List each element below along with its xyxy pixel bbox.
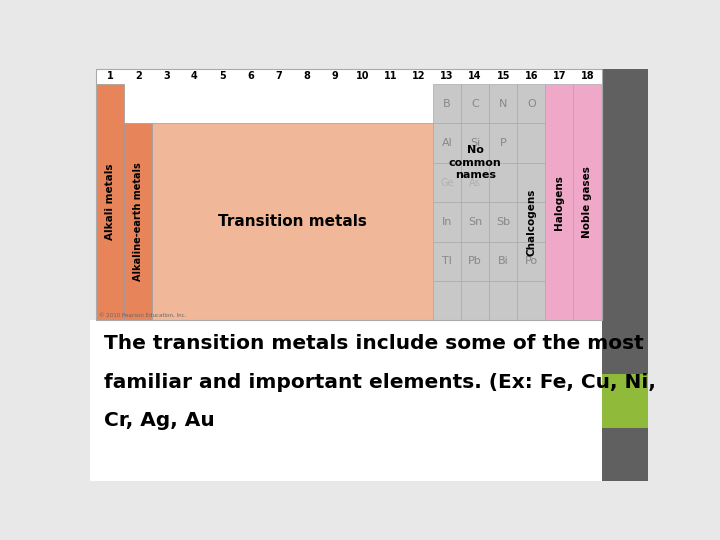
Text: Transition metals: Transition metals [218, 214, 367, 230]
Bar [461, 241, 489, 281]
Text: P: P [500, 138, 507, 148]
Text: 18: 18 [580, 71, 594, 82]
Bar [489, 124, 517, 163]
Bar [517, 281, 545, 320]
Text: As: As [469, 178, 481, 187]
Bar [433, 281, 461, 320]
Bar [489, 281, 517, 320]
Bar [461, 84, 489, 124]
Bar [461, 281, 489, 320]
Text: Noble gases: Noble gases [582, 166, 593, 238]
Text: Ge: Ge [441, 178, 454, 187]
Text: Al: Al [442, 138, 452, 148]
Text: Sb: Sb [496, 217, 510, 227]
Bar [489, 163, 517, 202]
Text: N: N [499, 99, 508, 109]
Text: © 2010 Pearson Education, Inc.: © 2010 Pearson Education, Inc. [99, 312, 186, 318]
Text: 8: 8 [303, 71, 310, 82]
Text: 2: 2 [135, 71, 142, 82]
Text: Cr, Ag, Au: Cr, Ag, Au [104, 411, 215, 430]
Bar [433, 124, 461, 163]
Text: Alkali metals: Alkali metals [105, 164, 115, 240]
Text: O: O [527, 99, 536, 109]
Text: 16: 16 [525, 71, 538, 82]
Text: C: C [472, 99, 479, 109]
Bar [545, 84, 573, 320]
Text: 5: 5 [219, 71, 226, 82]
Bar [433, 163, 461, 202]
Bar [602, 320, 648, 481]
Text: 7: 7 [275, 71, 282, 82]
Bar [433, 241, 461, 281]
Bar [517, 124, 545, 163]
Bar [461, 202, 489, 241]
Text: Sn: Sn [468, 217, 482, 227]
Text: Bi: Bi [498, 256, 508, 266]
Text: 11: 11 [384, 71, 397, 82]
Bar [489, 84, 517, 124]
Text: B: B [444, 99, 451, 109]
Bar [461, 124, 489, 163]
Bar [517, 241, 545, 281]
Text: 4: 4 [191, 71, 198, 82]
Text: Si: Si [470, 138, 480, 148]
Text: Pb: Pb [468, 256, 482, 266]
Text: familiar and important elements. (Ex: Fe, Cu, Ni,: familiar and important elements. (Ex: Fe… [104, 373, 656, 392]
Text: 14: 14 [469, 71, 482, 82]
Bar [489, 202, 517, 241]
Bar [517, 163, 545, 202]
Bar [461, 163, 489, 202]
Bar [433, 84, 461, 124]
Text: Chalcogens: Chalcogens [526, 188, 536, 255]
Text: In: In [442, 217, 452, 227]
Bar [125, 124, 153, 320]
Text: 1: 1 [107, 71, 114, 82]
Text: 6: 6 [247, 71, 254, 82]
Text: The transition metals include some of the most: The transition metals include some of th… [104, 334, 644, 353]
Bar [602, 69, 648, 320]
Bar [90, 320, 602, 481]
Text: 17: 17 [553, 71, 566, 82]
Text: 10: 10 [356, 71, 369, 82]
Bar [517, 84, 545, 124]
Bar [517, 202, 545, 241]
Bar [433, 202, 461, 241]
Bar [96, 69, 601, 320]
Bar [573, 84, 601, 320]
Text: No
common
names: No common names [449, 145, 502, 180]
Text: 15: 15 [497, 71, 510, 82]
Text: Alkaline-earth metals: Alkaline-earth metals [133, 163, 143, 281]
Text: 3: 3 [163, 71, 170, 82]
Bar [96, 69, 601, 320]
Text: 9: 9 [331, 71, 338, 82]
Text: 13: 13 [441, 71, 454, 82]
Text: Tl: Tl [442, 256, 452, 266]
Text: 12: 12 [413, 71, 426, 82]
Bar [153, 124, 433, 320]
Bar [602, 374, 648, 428]
Bar [489, 241, 517, 281]
Bar [96, 84, 125, 320]
Text: Po: Po [525, 256, 538, 266]
Text: Halogens: Halogens [554, 175, 564, 230]
